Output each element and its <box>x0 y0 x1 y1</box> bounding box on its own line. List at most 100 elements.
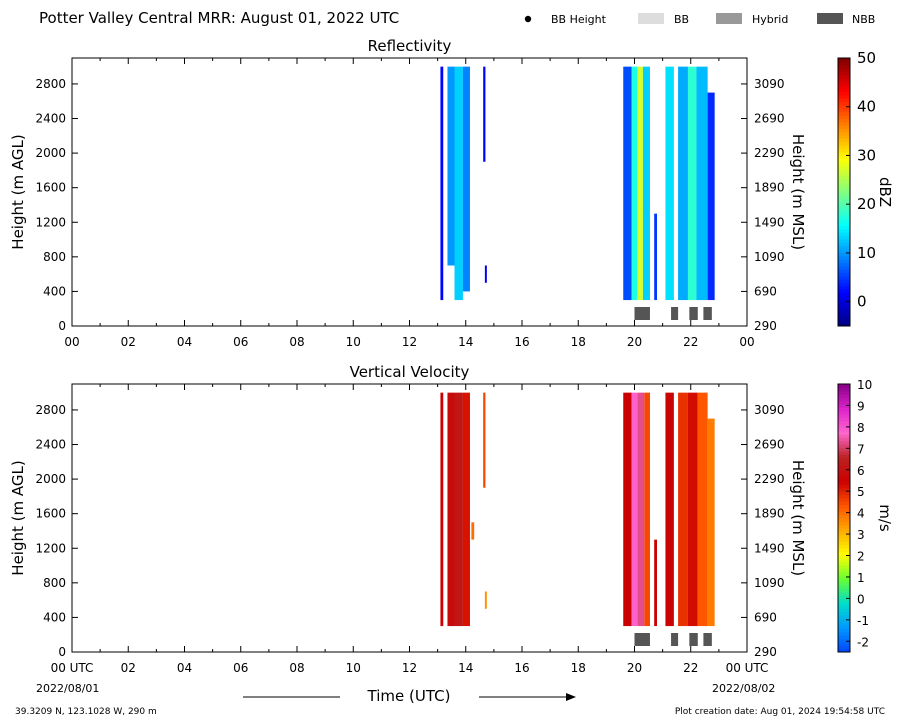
colorbar-segment <box>838 121 850 126</box>
colorbar-label: m/s <box>876 504 894 532</box>
echo-column <box>678 66 688 301</box>
echo-column <box>707 418 715 627</box>
colorbar-segment <box>838 417 850 422</box>
colorbar-segment <box>838 81 850 86</box>
y-tick-label: 2800 <box>35 403 66 417</box>
x-tick-label: 16 <box>514 335 529 349</box>
colorbar-segment <box>838 521 850 526</box>
colorbar-segment <box>838 104 850 109</box>
y-tick-label: 800 <box>43 576 66 590</box>
colorbar-tick-label: 4 <box>857 507 865 521</box>
colorbar-tick-label: 6 <box>857 464 865 478</box>
colorbar-segment <box>838 175 850 180</box>
colorbar-segment <box>838 611 850 616</box>
echo-column <box>637 392 645 627</box>
colorbar-segment <box>838 501 850 506</box>
colorbar-segment <box>838 171 850 176</box>
colorbar-segment <box>838 118 850 123</box>
x-tick-label: 02 <box>121 661 136 675</box>
x-tick-label: 12 <box>402 661 417 675</box>
colorbar-segment <box>838 454 850 459</box>
colorbar-segment <box>838 259 850 263</box>
colorbar-segment <box>838 467 850 472</box>
colorbar-segment <box>838 309 850 314</box>
echo-column <box>623 392 632 627</box>
colorbar-segment <box>838 155 850 159</box>
y2-axis-label: Height (m MSL) <box>789 134 807 250</box>
colorbar-segment <box>838 511 850 516</box>
colorbar-segment <box>838 461 850 465</box>
colorbar-segment <box>838 148 850 153</box>
y2-tick-label: 2690 <box>754 112 785 126</box>
legend-item-hybrid: Hybrid <box>716 13 788 26</box>
colorbar-segment <box>838 561 850 566</box>
colorbar-tick-label: 7 <box>857 442 865 456</box>
colorbar-segment <box>838 205 850 210</box>
x-tick-label: 14 <box>458 335 473 349</box>
x-tick-label: 16 <box>514 661 529 675</box>
colorbar-segment <box>838 548 850 552</box>
x-tick-label: 04 <box>177 661 192 675</box>
echo-column <box>454 392 463 627</box>
colorbar-segment <box>838 641 850 646</box>
legend-label: BB Height <box>551 13 607 26</box>
echo-column <box>484 591 487 609</box>
bright-band-marker <box>689 307 698 320</box>
colorbar-segment <box>838 305 850 310</box>
colorbar-tick-label: 2 <box>857 550 865 564</box>
colorbar-segment <box>838 225 850 230</box>
colorbar-segment <box>838 114 850 119</box>
y2-tick-label: 1490 <box>754 215 785 229</box>
colorbar-tick-label: 20 <box>857 195 876 213</box>
data-columns <box>440 66 715 301</box>
echo-column <box>631 392 638 627</box>
colorbar-segment <box>838 621 850 626</box>
time-axis-arrow-right <box>479 693 576 701</box>
bright-band-marker <box>689 633 698 646</box>
colorbar-segment <box>838 531 850 536</box>
colorbar-segment <box>838 568 850 573</box>
colorbar-segment <box>838 451 850 455</box>
y-tick-label: 0 <box>58 319 66 333</box>
colorbar-tick-label: 9 <box>857 399 865 413</box>
colorbar-segment <box>838 101 850 106</box>
colorbar-segment <box>838 181 850 186</box>
figure-legend: BB Height BB Hybrid NBB <box>524 13 875 26</box>
colorbar-segment <box>838 192 850 196</box>
colorbar-segment <box>838 400 850 405</box>
x-tick-label: 22 <box>683 335 698 349</box>
colorbar-segment <box>838 235 850 240</box>
colorbar-segment <box>838 595 850 599</box>
y2-tick-label: 290 <box>754 645 777 659</box>
panel-title: Vertical Velocity <box>350 363 470 381</box>
y-tick-label: 800 <box>43 250 66 264</box>
colorbar-segment <box>838 387 850 392</box>
echo-column <box>678 392 688 627</box>
echo-column <box>440 392 444 627</box>
y2-tick-label: 1490 <box>754 541 785 555</box>
colorbar-segment <box>838 252 850 257</box>
y-tick-label: 1600 <box>35 181 66 195</box>
colorbar-segment <box>838 544 850 549</box>
colorbar-segment <box>838 78 850 82</box>
colorbar-tick-label: 5 <box>857 485 865 499</box>
colorbar-segment <box>838 541 850 546</box>
colorbar-segment <box>838 598 850 603</box>
echo-column <box>447 66 455 266</box>
colorbar-segment <box>838 437 850 442</box>
colorbar-segment <box>838 514 850 519</box>
colorbar-segment <box>838 275 850 280</box>
colorbar-segment <box>838 404 850 408</box>
colorbar-segment <box>838 427 850 432</box>
colorbar: -2 -1 0 1 2 3 4 5 6 7 8 9 10 m/s <box>837 378 894 653</box>
colorbar-tick-label: 10 <box>857 244 876 262</box>
colorbar-segment <box>838 165 850 170</box>
colorbar-segment <box>838 222 850 226</box>
colorbar-segment <box>838 262 850 267</box>
colorbar-segment <box>838 289 850 293</box>
end-date-label: 2022/08/02 <box>712 682 775 695</box>
colorbar-segment <box>838 430 850 435</box>
